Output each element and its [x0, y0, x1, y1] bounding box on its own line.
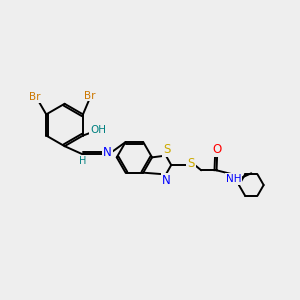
Text: NH: NH [226, 174, 242, 184]
Text: N: N [103, 146, 112, 159]
Text: H: H [80, 156, 87, 166]
Text: Br: Br [29, 92, 40, 102]
Text: O: O [212, 142, 222, 156]
Text: N: N [162, 174, 171, 188]
Text: S: S [163, 142, 170, 156]
Text: Br: Br [84, 91, 95, 100]
Text: S: S [187, 157, 195, 170]
Text: OH: OH [90, 125, 106, 135]
